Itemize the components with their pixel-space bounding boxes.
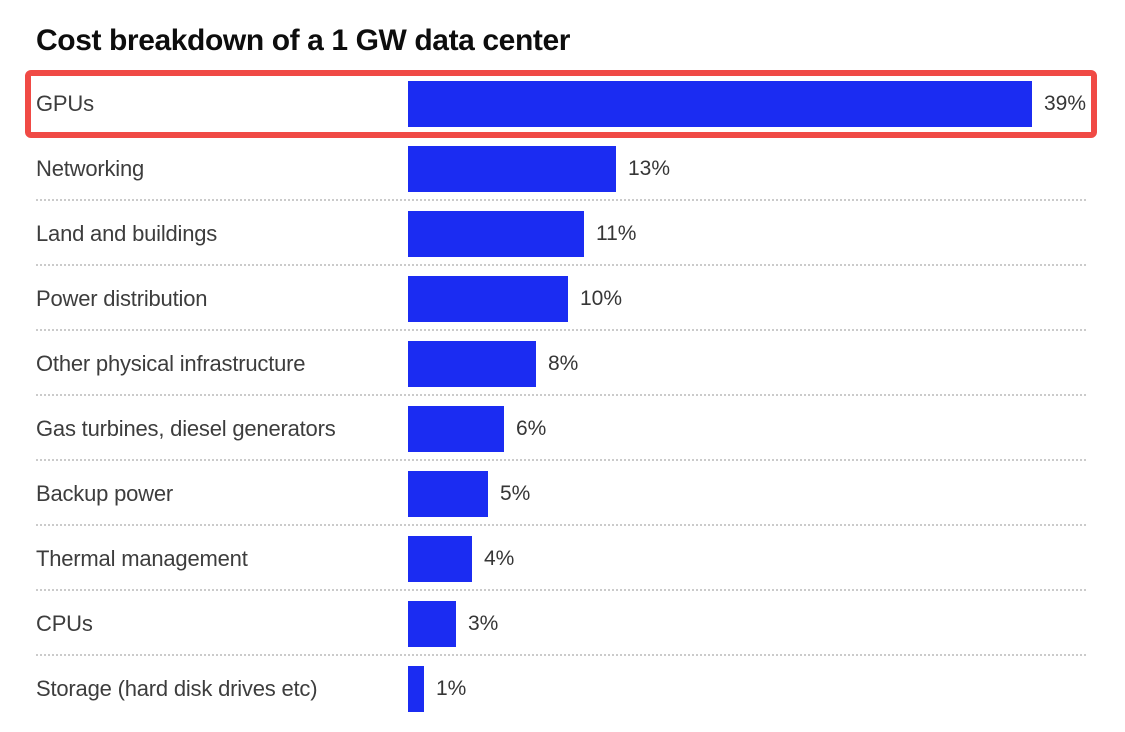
chart-row-land-and-buildings: Land and buildings 11% [0,201,1125,266]
chart-row-cpus: CPUs 3% [0,591,1125,656]
bar [408,210,584,257]
chart-row-storage-hard-disk-drives-etc: Storage (hard disk drives etc) 1% [0,656,1125,721]
value-label: 8% [548,351,579,375]
row-separator [36,459,1086,461]
value-label: 3% [468,611,499,635]
row-label: Other physical infrastructure [36,350,306,376]
value-label: 4% [484,546,515,570]
bar [408,535,472,582]
value-label: 13% [628,156,671,180]
bar [408,145,616,192]
value-label: 6% [516,416,547,440]
chart-row-backup-power: Backup power 5% [0,461,1125,526]
bar [408,600,456,647]
value-label: 5% [500,481,531,505]
bar [408,340,536,387]
bar [408,665,424,712]
row-label: Thermal management [36,545,248,571]
row-separator [36,394,1086,396]
page-title: Cost breakdown of a 1 GW data center [36,24,571,57]
value-label: 11% [596,221,637,245]
value-label: 1% [436,676,467,700]
row-label: Power distribution [36,285,208,311]
row-label: Networking [36,155,145,181]
row-separator [36,524,1086,526]
chart-row-gas-turbines-diesel-generators: Gas turbines, diesel generators 6% [0,396,1125,461]
bar [408,470,488,517]
chart-row-networking: Networking 13% [0,136,1125,201]
row-separator [36,199,1086,201]
row-label: Storage (hard disk drives etc) [36,675,318,701]
bar [408,80,1032,127]
bar [408,275,568,322]
row-label: Land and buildings [36,220,218,246]
row-label: CPUs [36,610,93,636]
chart-row-other-physical-infrastructure: Other physical infrastructure 8% [0,331,1125,396]
row-separator [36,329,1086,331]
row-separator [36,589,1086,591]
chart-row-power-distribution: Power distribution 10% [0,266,1125,331]
row-separator [36,134,1086,136]
row-separator [36,264,1086,266]
chart-row-gpus: GPUs 39% [0,70,1125,138]
value-label: 10% [580,286,623,310]
row-label: Gas turbines, diesel generators [36,415,336,441]
row-label: Backup power [36,480,174,506]
chart-row-thermal-management: Thermal management 4% [0,526,1125,591]
value-label: 39% [1044,91,1087,115]
chart-rows: GPUs 39% Networking 13% Land and buildin… [0,70,1125,721]
bar [408,405,504,452]
row-label: GPUs [36,90,94,116]
row-separator [36,654,1086,656]
